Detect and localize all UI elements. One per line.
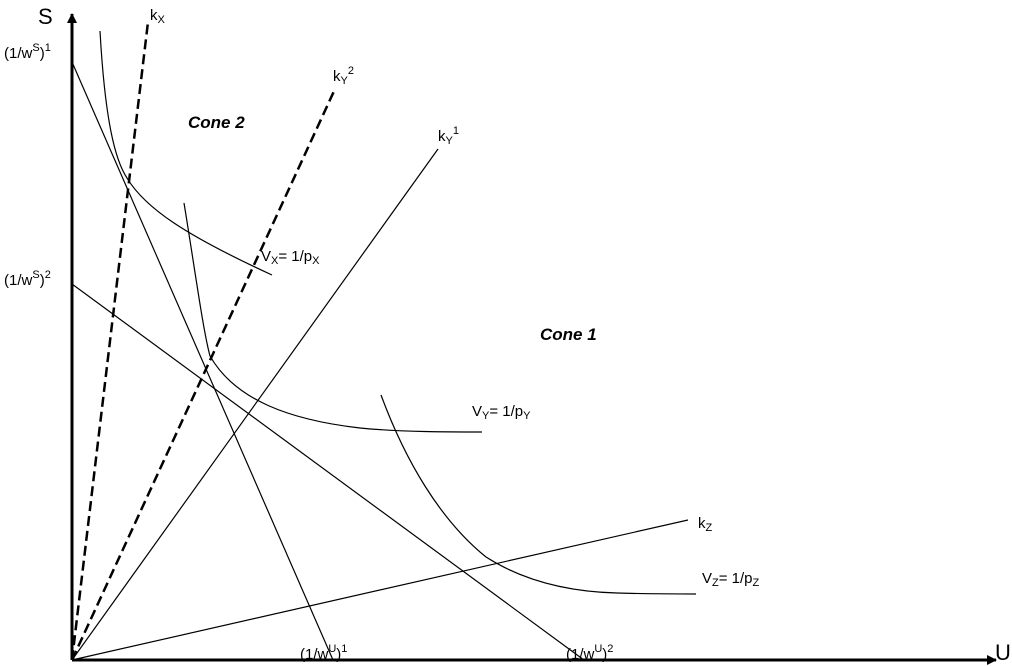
isocost-line-2 xyxy=(71,283,585,661)
x-axis-label: U xyxy=(995,640,1011,665)
isocost-line-1 xyxy=(71,61,334,661)
vz-label: VZ= 1/pZ xyxy=(702,570,760,589)
ws1-intercept-label: (1/wS)1 xyxy=(4,42,51,62)
vy-isoquant xyxy=(183,202,483,433)
kz-label: kZ xyxy=(698,515,713,534)
ky1-ray xyxy=(71,148,439,661)
vz-isoquant xyxy=(380,394,697,595)
wu2-intercept-label: (1/wU)2 xyxy=(566,643,614,663)
kz-ray xyxy=(71,519,689,661)
wu1-intercept-label: (1/wU)1 xyxy=(300,643,348,663)
vx-label: VX= 1/pX xyxy=(261,248,320,267)
ws2-intercept-label: (1/wS)2 xyxy=(4,269,51,289)
cone-2-label: Cone 2 xyxy=(188,113,245,132)
cone-1-label: Cone 1 xyxy=(540,325,597,344)
ky2-label: kY2 xyxy=(333,65,354,87)
ky1-label: kY1 xyxy=(438,125,459,147)
kx-ray xyxy=(70,21,150,661)
vx-isoquant xyxy=(99,30,273,276)
vy-label: VY= 1/pY xyxy=(472,403,531,422)
y-axis-label: S xyxy=(38,4,53,29)
kx-label: kX xyxy=(150,7,165,26)
